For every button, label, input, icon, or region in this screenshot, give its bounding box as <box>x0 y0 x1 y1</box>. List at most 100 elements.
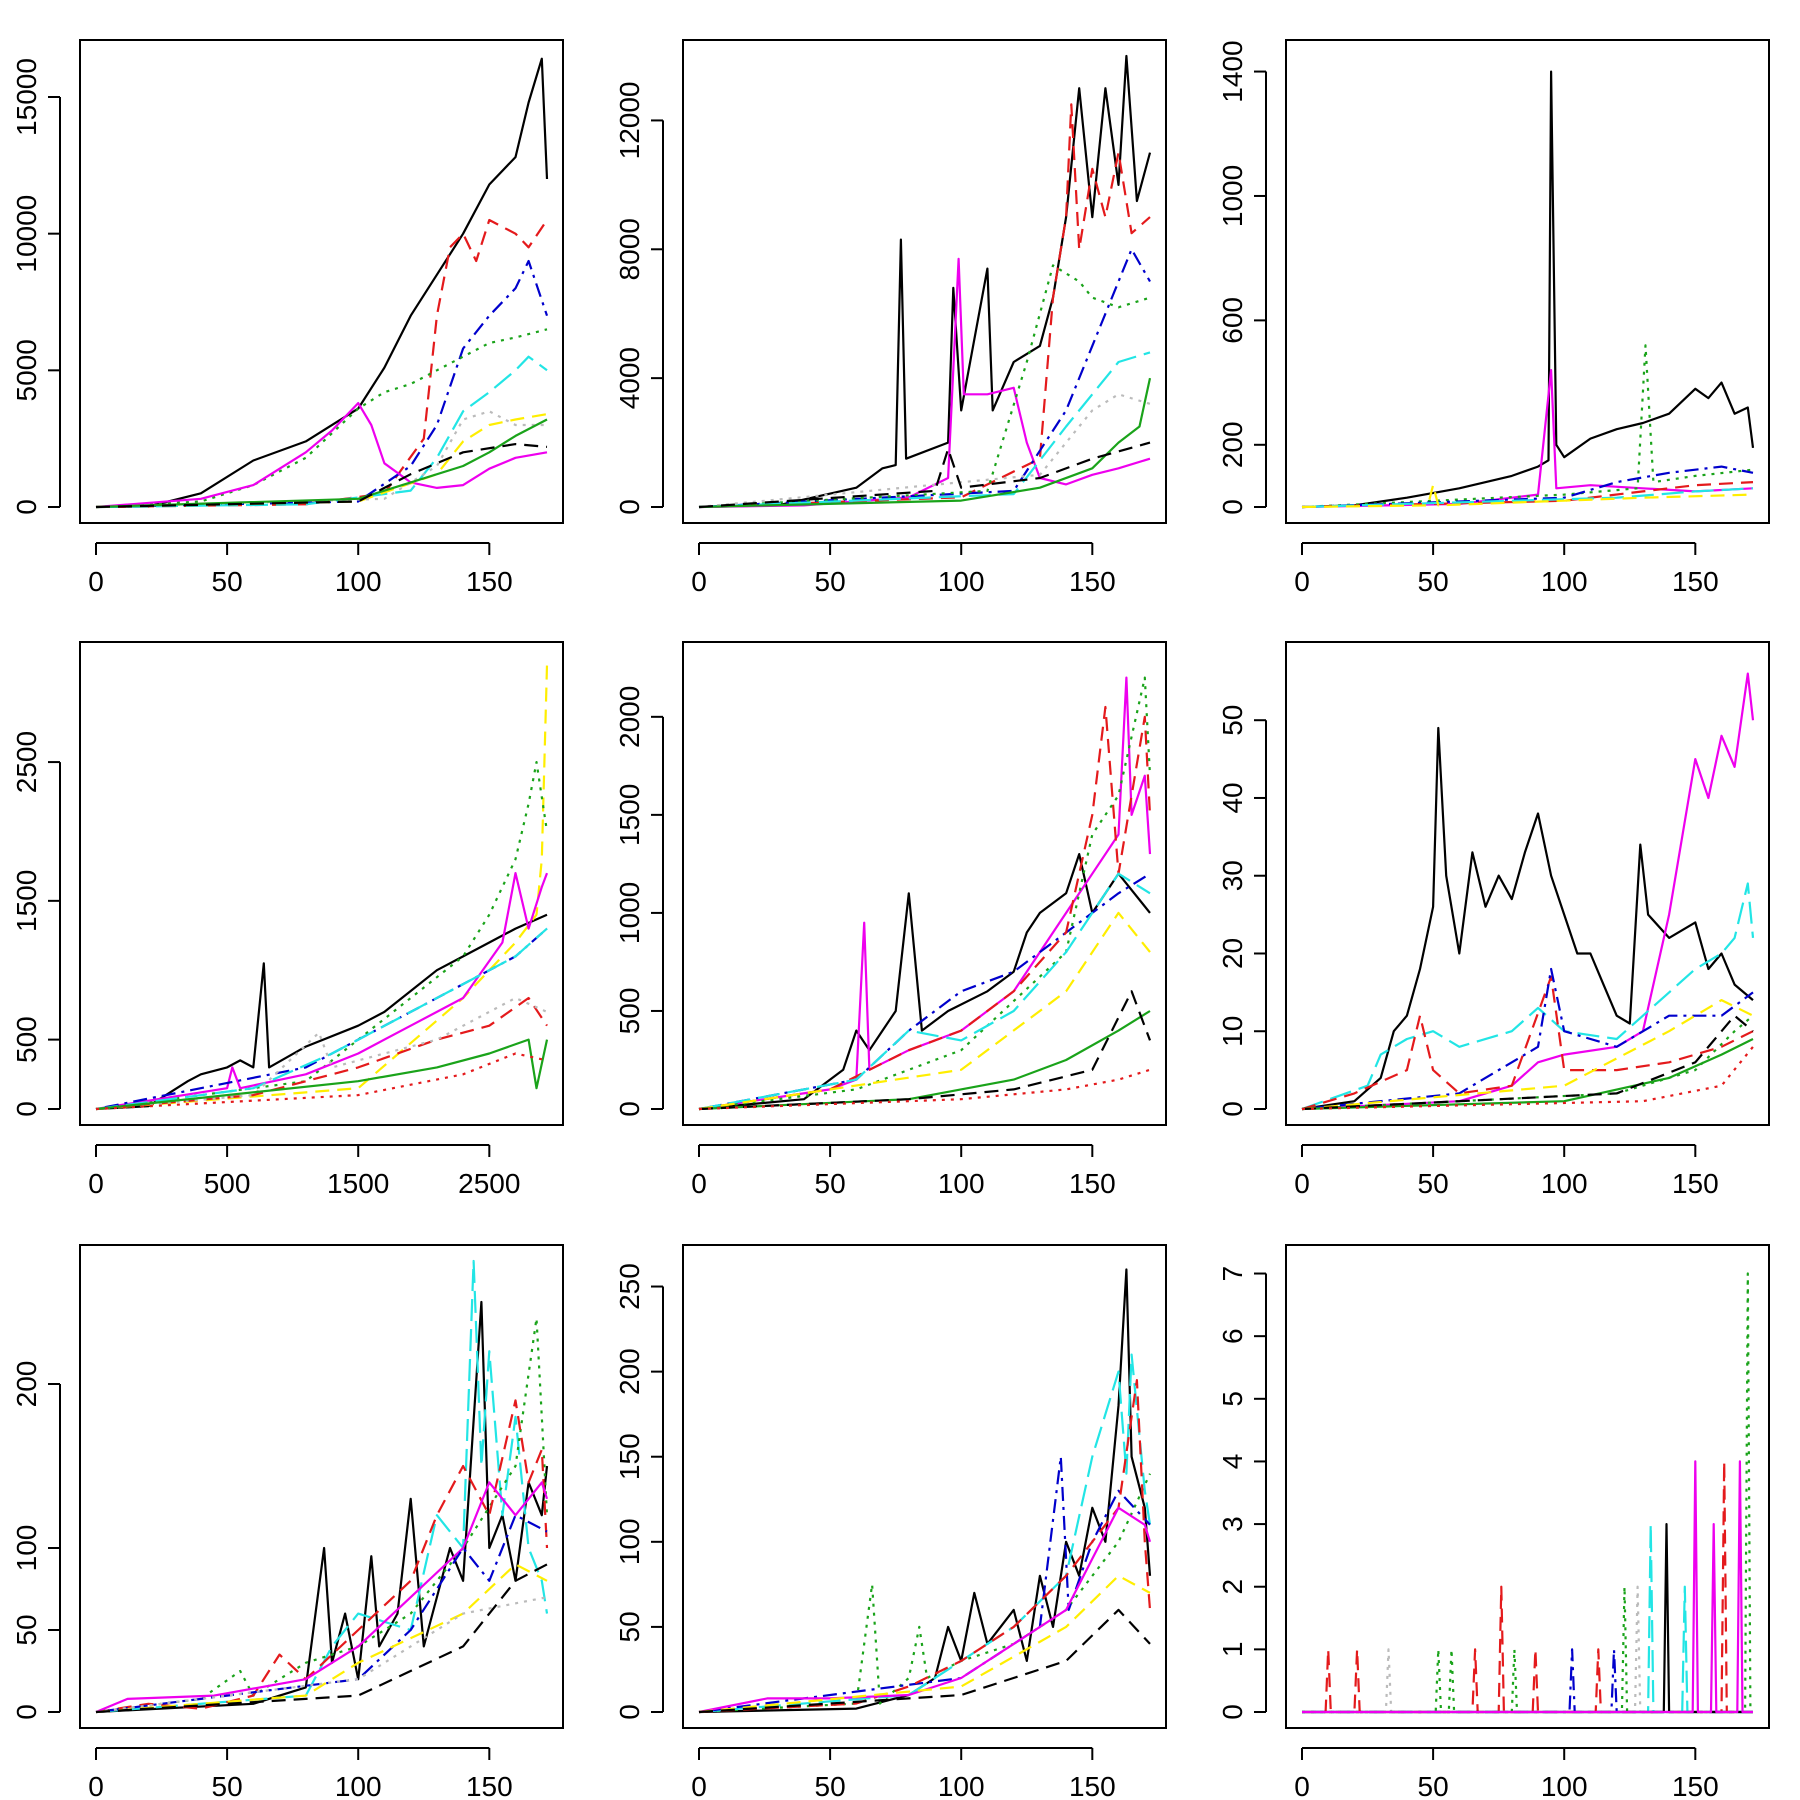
x-tick-label: 100 <box>938 566 985 597</box>
x-tick-label: 150 <box>466 1771 513 1800</box>
y-tick-label: 10000 <box>11 195 42 273</box>
series-blue-dotdash <box>95 259 549 509</box>
x-tick-label: 0 <box>1294 1168 1310 1199</box>
y-tick-label: 0 <box>1217 1101 1248 1117</box>
series-black-dashed <box>1301 1014 1754 1111</box>
x-tick-label: 100 <box>335 566 382 597</box>
plot-frame <box>79 641 564 1126</box>
plot-frame <box>1285 39 1770 524</box>
x-tick-label: 0 <box>88 1771 104 1800</box>
x-tick-label: 100 <box>1541 1771 1588 1800</box>
series-green-solid <box>95 418 548 509</box>
panel-1: 0 50 100 150 0 5000 10000 15000 <box>11 39 564 597</box>
x-tick-label: 100 <box>1541 566 1588 597</box>
panel-7: 0 50 100 150 0 50 100 200 <box>11 1244 564 1800</box>
series-green-solid <box>698 377 1152 509</box>
series-gray-dotted <box>698 393 1151 509</box>
x-tick-label: 150 <box>1672 1168 1719 1199</box>
x-tick-label: 50 <box>1418 1771 1449 1800</box>
series-green-solid <box>698 1010 1151 1111</box>
x-tick-label: 50 <box>815 1771 846 1800</box>
x-tick-label: 150 <box>1069 1771 1116 1800</box>
series-blue-dotdash <box>1302 1648 1753 1714</box>
series-red-dotted <box>698 1068 1151 1111</box>
series-black-solid <box>95 1300 549 1714</box>
panel-4: 0 500 1500 2500 0 500 1500 2500 <box>11 641 564 1199</box>
y-tick-label: 1400 <box>1217 40 1248 102</box>
y-tick-label: 1000 <box>614 882 645 944</box>
series-blue-dotdash <box>1301 465 1754 509</box>
x-tick-label: 150 <box>1069 1168 1116 1199</box>
x-tick-label: 150 <box>1069 566 1116 597</box>
series-group <box>95 1259 549 1714</box>
series-red-dashed <box>698 103 1151 509</box>
series-blue-dotdash <box>698 872 1151 1111</box>
x-tick-label: 50 <box>1418 1168 1449 1199</box>
y-tick-label: 8000 <box>614 218 645 280</box>
series-black-dashed <box>698 990 1152 1111</box>
series-magenta-solid <box>95 1481 549 1714</box>
series-group <box>698 1268 1152 1714</box>
series-blue-dotdash <box>95 927 548 1111</box>
y-tick-label: 100 <box>614 1518 645 1565</box>
series-yellow-dashed <box>698 911 1151 1111</box>
y-tick-label: 0 <box>11 499 42 515</box>
y-tick-label: 200 <box>11 1361 42 1408</box>
series-group <box>698 54 1152 509</box>
series-black-solid <box>1301 70 1755 509</box>
y-tick-label: 200 <box>1217 421 1248 468</box>
series-black-solid <box>698 54 1152 509</box>
series-green-dotted <box>698 264 1151 509</box>
series-yellow-dashed <box>698 1574 1151 1714</box>
series-blue-dotdash <box>698 1455 1151 1714</box>
y-tick-label: 500 <box>614 988 645 1035</box>
series-yellow-dashed <box>1301 999 1754 1111</box>
plot-frame <box>682 1244 1167 1729</box>
series-black-solid <box>698 1268 1152 1714</box>
panel-8: 0 50 100 150 0 50 100 150 200 250 <box>614 1244 1167 1800</box>
x-tick-label: 150 <box>466 566 513 597</box>
series-gray-dotted <box>95 410 547 509</box>
y-tick-label: 20 <box>1217 938 1248 969</box>
series-yellow-dashed <box>95 1563 548 1714</box>
series-cyan-longdash <box>1301 487 1754 509</box>
y-tick-label: 150 <box>614 1433 645 1480</box>
series-blue-dotdash <box>698 248 1151 509</box>
plot-frame <box>1285 641 1770 1126</box>
x-tick-label: 0 <box>1294 1771 1310 1800</box>
series-blue-dotdash <box>1301 967 1754 1111</box>
series-black-solid <box>1301 726 1754 1111</box>
series-gray-dotted <box>95 1596 548 1714</box>
panel-6: 0 50 100 150 0 10 20 30 40 50 <box>1217 641 1770 1199</box>
y-tick-label: 4 <box>1217 1454 1248 1470</box>
y-tick-label: 1 <box>1217 1642 1248 1658</box>
series-cyan-longdash <box>1302 1523 1753 1714</box>
y-tick-label: 0 <box>614 1704 645 1720</box>
y-tick-label: 0 <box>11 1704 42 1720</box>
series-cyan-longdash <box>698 351 1151 509</box>
plot-frame <box>79 39 564 524</box>
x-tick-label: 50 <box>1418 566 1449 597</box>
series-group <box>1301 70 1755 509</box>
series-green-dotted <box>1301 1014 1754 1111</box>
series-red-dashed <box>1301 975 1754 1111</box>
series-green-dotted <box>95 328 548 509</box>
y-tick-label: 40 <box>1217 782 1248 813</box>
series-group <box>1301 672 1755 1111</box>
plot-frame <box>79 1244 564 1729</box>
x-tick-label: 100 <box>938 1168 985 1199</box>
series-black-solid <box>95 913 548 1111</box>
series-yellow-dashed <box>1301 484 1754 509</box>
x-tick-label: 50 <box>212 566 243 597</box>
y-tick-label: 7 <box>1217 1266 1248 1282</box>
x-tick-label: 150 <box>1672 1771 1719 1800</box>
series-group <box>1302 1272 1753 1714</box>
series-green-dotted <box>698 1473 1151 1714</box>
series-red-dotted <box>95 1052 548 1111</box>
series-magenta-solid <box>95 402 548 509</box>
series-black-solid <box>95 57 549 509</box>
y-tick-label: 2000 <box>614 686 645 748</box>
panel-3: 0 50 100 150 0 200 600 1000 1400 <box>1217 39 1770 597</box>
x-tick-label: 0 <box>1294 566 1310 597</box>
